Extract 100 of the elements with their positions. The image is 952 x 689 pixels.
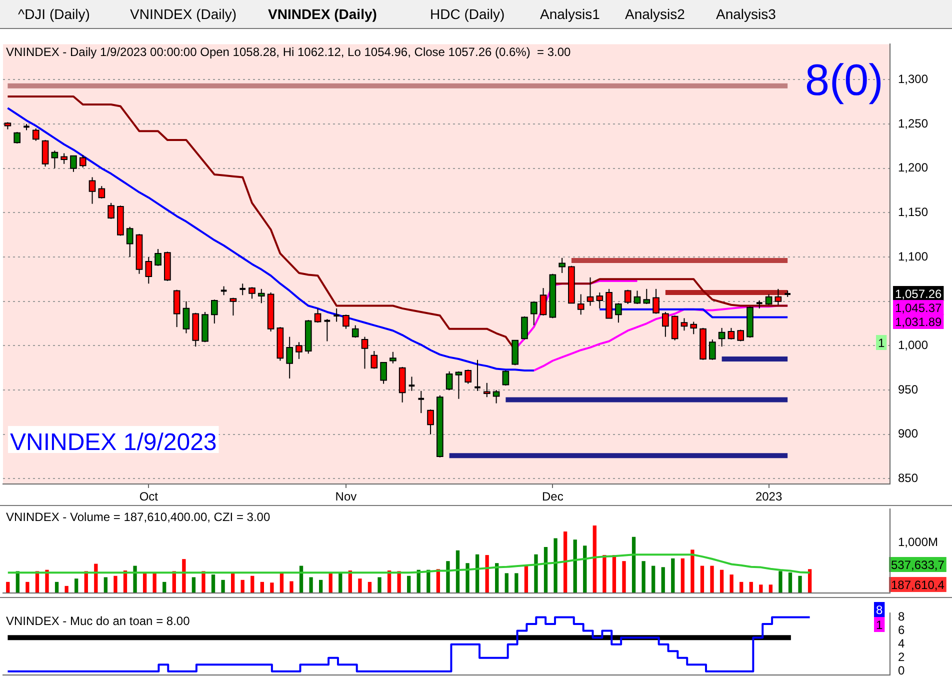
bar — [104, 577, 108, 593]
y-tick-label: 0 — [898, 664, 905, 678]
bar — [64, 586, 68, 593]
bar — [524, 566, 528, 593]
bar — [690, 550, 694, 593]
bar — [720, 570, 724, 593]
bar — [240, 580, 244, 593]
candlestick — [474, 359, 482, 392]
bar — [290, 581, 294, 593]
candlestick — [332, 308, 340, 322]
bar — [652, 566, 656, 593]
y-tick-label: 1,250 — [898, 116, 928, 130]
bar — [309, 577, 313, 593]
bar — [358, 578, 362, 593]
text: 1 — [876, 618, 883, 632]
bar — [133, 566, 137, 593]
text: ^DJI (Daily) — [18, 6, 90, 22]
candlestick — [323, 318, 332, 342]
bar — [74, 578, 78, 593]
candlestick — [238, 283, 247, 296]
bar — [397, 571, 401, 593]
bar — [45, 570, 49, 593]
bar — [700, 566, 704, 593]
y-tick-label: 1,150 — [898, 204, 928, 219]
text: HDC (Daily) — [430, 6, 505, 22]
bar — [407, 576, 411, 593]
y-tick-label: 850 — [898, 470, 918, 485]
bar — [142, 573, 147, 593]
bar — [26, 582, 30, 593]
x-tick-label: 2023 — [755, 490, 782, 504]
bar — [749, 582, 753, 593]
y-tick-label: 900 — [898, 426, 918, 441]
text: Analysis3 — [716, 6, 776, 22]
x-tick-label: Nov — [335, 490, 357, 504]
bar — [759, 584, 763, 593]
bar — [54, 582, 59, 593]
bar — [642, 561, 646, 593]
chart-title: VNINDEX - Daily 1/9/2023 00:00:00 Open 1058.28, Hi 1062.12, Lo 1054.96, Close 1057.26 (0.6%) = 3.00 — [6, 45, 572, 60]
bar — [710, 566, 714, 593]
text: 1,031.89 — [895, 315, 942, 329]
bar — [740, 582, 744, 593]
x-tick-label: Oct — [139, 490, 159, 504]
y-tick-label: 1,100 — [898, 249, 928, 264]
bar — [788, 572, 792, 593]
y-tick-label: 1,200 — [898, 160, 928, 175]
text: 1,045.37 — [895, 301, 942, 315]
text: Analysis1 — [540, 6, 600, 22]
text: 8(0) — [805, 56, 884, 105]
y-tick-label: 1,000 — [898, 338, 928, 352]
text: 1 — [878, 336, 885, 350]
bar — [378, 577, 382, 593]
bar — [270, 582, 274, 593]
y-tick-label: 2 — [898, 650, 905, 664]
bar — [152, 573, 156, 593]
bar — [192, 577, 196, 593]
bar — [632, 536, 636, 593]
bar — [221, 580, 225, 593]
bar — [730, 574, 734, 593]
y-tick-label: 4 — [898, 636, 905, 651]
bar — [319, 580, 323, 593]
bar — [368, 582, 372, 593]
x-tick-label: Dec — [542, 490, 564, 504]
bar — [544, 546, 548, 593]
y-tick-label: 6 — [898, 623, 905, 638]
bar — [808, 569, 812, 593]
bar — [768, 584, 773, 593]
bar — [514, 573, 518, 593]
bar — [456, 550, 460, 593]
bar — [250, 576, 254, 593]
bar — [592, 525, 596, 593]
candlestick — [408, 376, 416, 392]
bar — [466, 563, 470, 593]
bar — [798, 576, 802, 593]
bar — [182, 559, 186, 593]
bar — [554, 538, 558, 593]
bar — [202, 571, 206, 593]
bar — [680, 558, 685, 593]
bar — [211, 574, 216, 593]
bar — [671, 558, 675, 593]
y-tick-label: 8 — [898, 610, 905, 624]
candlestick — [417, 390, 426, 414]
y-tick-label: 950 — [898, 382, 918, 396]
bar — [534, 554, 538, 593]
y-tick-label: 1,300 — [898, 72, 928, 86]
bar — [162, 582, 166, 593]
bar — [230, 573, 235, 593]
text: VNINDEX (Daily) — [130, 6, 237, 22]
bar — [583, 546, 587, 593]
bar — [661, 567, 665, 593]
bar — [6, 582, 10, 593]
annotation: VNINDEX 1/9/2023 — [10, 429, 217, 456]
bar — [778, 571, 782, 593]
bar — [114, 576, 118, 593]
chart-title: VNINDEX - Volume = 187,610,400.00, CZI = 3.00 — [6, 510, 270, 524]
bar — [563, 532, 568, 593]
text: Analysis2 — [625, 6, 685, 22]
bar — [446, 561, 450, 593]
text: 8 — [876, 603, 883, 617]
text: 1,000M — [898, 535, 938, 549]
bar — [573, 540, 577, 593]
